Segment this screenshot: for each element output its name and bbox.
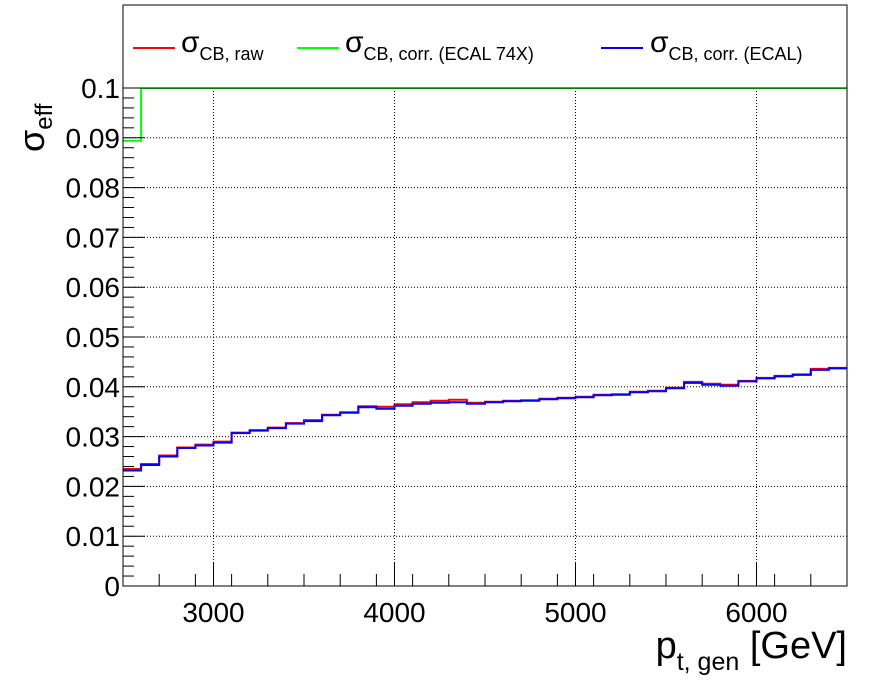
y-tick-label: 0.01 <box>66 521 121 552</box>
y-tick-label: 0 <box>104 571 120 602</box>
legend-label-main: σ <box>181 26 200 59</box>
x-tick-label: 6000 <box>725 597 787 628</box>
tick-labels: 3000 4000 5000 6000 0 0.01 0.02 0.03 0.04 0.05 0.0… <box>66 73 788 628</box>
x-axis-title: pt, gen [GeV] <box>656 625 847 676</box>
legend-label-main: σ <box>345 26 364 59</box>
legend-label-main: σ <box>650 26 669 59</box>
legend-label-3: σCB, corr. (ECAL) <box>650 26 803 64</box>
x-axis-title-sub: t, gen <box>677 648 740 676</box>
y-tick-label: 0.08 <box>66 173 121 204</box>
series-layer <box>123 87 847 472</box>
y-tick-label: 0.06 <box>66 272 121 303</box>
series-line-3 <box>123 367 847 472</box>
legend-label-sub: CB, corr. (ECAL 74X) <box>364 44 534 64</box>
legend: σCB, raw σCB, corr. (ECAL 74X) σCB, corr. … <box>122 4 848 89</box>
y-tick-label: 0.07 <box>66 222 121 253</box>
legend-label-sub: CB, corr. (ECAL) <box>669 44 803 64</box>
y-tick-label: 0.02 <box>66 471 121 502</box>
y-axis-title-sub: eff <box>31 103 58 130</box>
y-tick-label: 0.09 <box>66 123 121 154</box>
x-tick-label: 4000 <box>363 597 425 628</box>
y-tick-label: 0.03 <box>66 422 121 453</box>
legend-box <box>122 4 848 89</box>
legend-label-1: σCB, raw <box>181 26 265 64</box>
x-axis-title-main: p <box>656 625 677 667</box>
x-tick-label: 5000 <box>544 597 606 628</box>
legend-label-2: σCB, corr. (ECAL 74X) <box>345 26 534 64</box>
x-tick-label: 3000 <box>182 597 244 628</box>
y-axis-title-main: σ <box>11 130 52 152</box>
x-axis-title-unit: [GeV] <box>739 625 847 667</box>
y-tick-label: 0.05 <box>66 322 121 353</box>
grid-lines <box>123 88 847 586</box>
legend-label-sub: CB, raw <box>200 44 265 64</box>
y-tick-label: 0.1 <box>81 73 120 104</box>
y-axis-title: σeff <box>11 103 58 152</box>
series-line-2 <box>123 87 847 142</box>
y-tick-label: 0.04 <box>66 372 121 403</box>
